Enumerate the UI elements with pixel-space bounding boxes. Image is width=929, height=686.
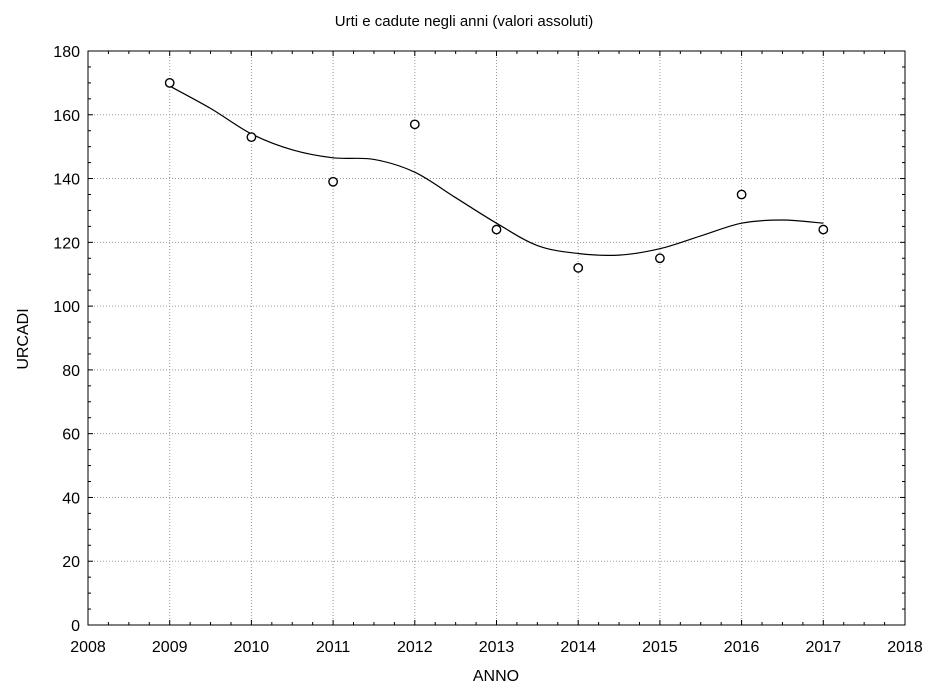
x-tick-label: 2018 bbox=[887, 639, 923, 656]
data-point bbox=[328, 176, 338, 187]
data-point bbox=[164, 77, 175, 88]
x-tick-label: 2009 bbox=[152, 639, 188, 656]
data-point bbox=[573, 262, 584, 273]
y-tick-label: 140 bbox=[53, 172, 80, 189]
data-point bbox=[246, 132, 257, 143]
y-axis-title: URCADI bbox=[15, 308, 32, 369]
data-points bbox=[164, 77, 829, 273]
chart-title: Urti e cadute negli anni (valori assolut… bbox=[335, 13, 593, 30]
x-tick-label: 2014 bbox=[560, 639, 596, 656]
y-tick-label: 180 bbox=[53, 44, 80, 61]
data-point bbox=[491, 224, 502, 235]
fit-curve bbox=[169, 85, 824, 257]
axes bbox=[87, 50, 906, 626]
plot-frame bbox=[87, 50, 906, 626]
y-tick-label: 160 bbox=[53, 108, 80, 125]
y-tick-label: 40 bbox=[62, 490, 80, 507]
x-axis-title: ANNO bbox=[473, 668, 519, 685]
data-point bbox=[736, 189, 747, 200]
y-tick-label: 80 bbox=[62, 363, 80, 380]
smooth-fit bbox=[169, 85, 824, 257]
x-tick-label: 2013 bbox=[479, 639, 515, 656]
grid-lines bbox=[88, 51, 905, 625]
data-point bbox=[409, 119, 420, 130]
data-point bbox=[818, 224, 829, 235]
x-tick-label: 2015 bbox=[642, 639, 678, 656]
tick-labels: 0 20 40 60 80 100 120 140 160 180 2008 2009 2010 2011… bbox=[53, 44, 923, 656]
x-tick-label: 2008 bbox=[70, 639, 106, 656]
x-tick-label: 2016 bbox=[724, 639, 760, 656]
y-tick-label: 120 bbox=[53, 235, 80, 252]
x-tick-label: 2012 bbox=[397, 639, 433, 656]
x-tick-label: 2017 bbox=[806, 639, 842, 656]
y-tick-label: 60 bbox=[62, 427, 80, 444]
y-tick-label: 100 bbox=[53, 299, 80, 316]
x-tick-label: 2011 bbox=[316, 639, 351, 656]
data-point bbox=[655, 253, 665, 264]
y-tick-label: 0 bbox=[71, 618, 80, 635]
y-tick-label: 20 bbox=[62, 554, 80, 571]
x-tick-label: 2010 bbox=[234, 639, 270, 656]
